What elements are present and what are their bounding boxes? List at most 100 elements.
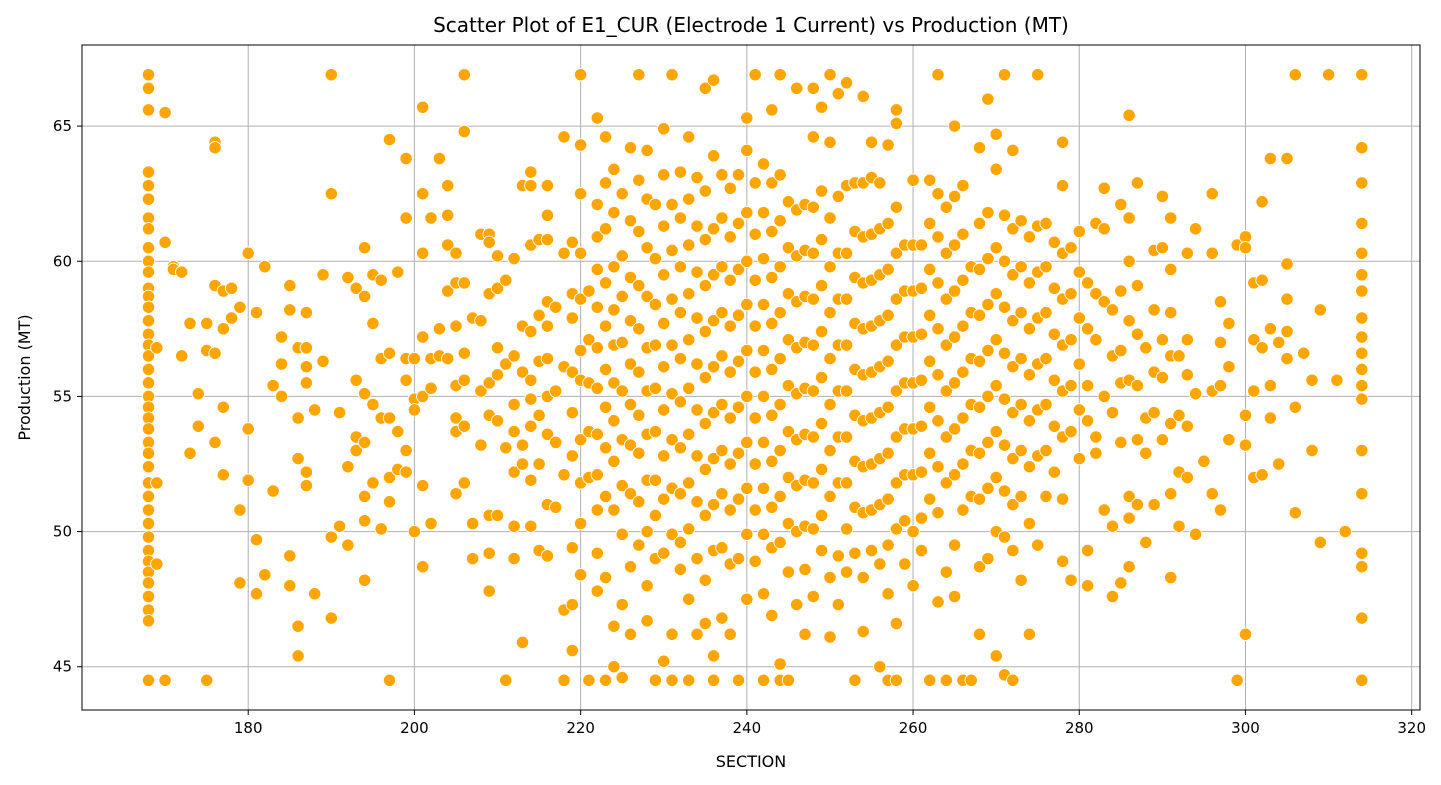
data-point [1147,303,1161,317]
data-point [1155,241,1170,255]
data-point [997,346,1012,360]
data-point [590,584,604,598]
data-point [1355,284,1369,298]
data-point [482,235,496,249]
data-point [715,168,729,182]
data-point [673,305,688,320]
data-point [881,446,895,460]
data-point [765,224,779,239]
data-point [141,165,156,179]
data-point [1047,373,1061,387]
data-point [565,311,579,325]
data-point [939,565,953,579]
data-point [706,222,721,236]
data-point [598,222,613,236]
data-point [773,260,787,274]
data-point [324,611,338,625]
data-point [690,449,704,463]
x-tick-label: 240 [733,719,762,737]
data-point [823,68,837,82]
data-point [765,608,779,623]
data-point [756,251,771,266]
data-point [1006,314,1020,328]
data-point [565,643,579,658]
data-point [1355,673,1369,687]
data-point [349,373,363,387]
data-point [748,68,762,82]
data-point [341,538,355,552]
data-point [823,630,837,644]
data-point [781,241,796,255]
data-point [1355,141,1369,155]
data-point [573,187,588,201]
data-point [698,278,712,293]
data-point [906,579,920,593]
data-point [648,673,663,687]
data-point [283,549,297,563]
data-point [972,141,987,155]
data-point [723,365,737,379]
data-point [673,351,688,366]
data-point [831,597,845,612]
data-point [499,357,513,371]
data-point [241,246,255,260]
data-point [981,205,995,220]
data-point [765,103,779,117]
data-point [839,430,854,444]
data-point [557,246,571,260]
data-point [565,235,579,249]
data-point [191,419,205,433]
data-point [632,68,646,82]
data-point [706,149,721,163]
data-point [756,205,771,220]
data-point [241,473,255,487]
data-point [972,354,987,368]
data-point [1205,487,1219,501]
data-point [731,216,746,231]
y-tick-label: 50 [53,523,72,541]
data-point [1006,405,1020,420]
data-point [1297,346,1311,360]
data-point [332,519,347,533]
data-point [1122,511,1136,525]
data-point [615,597,629,612]
data-point [482,546,496,560]
data-point [366,316,380,331]
data-point [690,403,704,417]
data-point [590,197,604,212]
data-point [972,262,987,277]
data-point [657,219,671,233]
data-point [648,197,663,212]
data-point [831,189,845,204]
data-point [1197,454,1211,468]
data-point [1222,316,1236,331]
data-point [565,365,579,379]
data-point [382,495,397,509]
data-point [740,481,754,495]
data-point [1130,433,1145,447]
data-point [1188,222,1203,236]
data-point [1330,373,1344,387]
data-point [1355,346,1369,360]
data-point [1055,178,1070,193]
data-point [532,308,546,322]
data-point [573,138,588,152]
data-point [814,100,829,114]
data-point [731,446,746,460]
data-point [723,181,737,195]
data-point [748,554,762,568]
data-point [715,487,729,501]
data-point [1180,333,1194,347]
data-point [374,522,388,536]
data-point [1313,303,1327,317]
data-point [141,314,156,328]
data-point [773,68,787,82]
data-point [889,384,904,398]
data-point [598,441,613,455]
data-point [1072,311,1086,325]
data-point [1097,389,1111,404]
data-point [773,168,787,182]
data-point [931,230,945,244]
data-point [191,387,205,401]
